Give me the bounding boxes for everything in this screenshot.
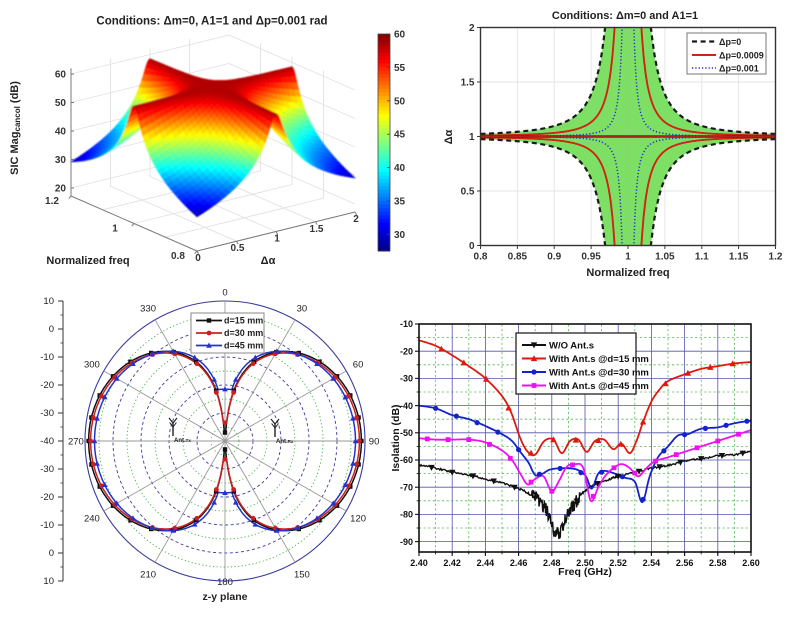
svg-text:1.1: 1.1: [695, 252, 709, 263]
svg-text:2: 2: [353, 214, 359, 225]
svg-text:-20: -20: [400, 346, 413, 356]
svg-text:Ant.Rx: Ant.Rx: [276, 439, 294, 445]
svg-text:30: 30: [55, 155, 67, 166]
svg-text:30: 30: [297, 303, 308, 314]
svg-text:Freq (GHz): Freq (GHz): [558, 566, 612, 578]
svg-text:90: 90: [369, 437, 380, 448]
svg-text:-40: -40: [400, 401, 413, 411]
svg-text:With Ant.s @d=15 mm: With Ant.s @d=15 mm: [549, 354, 649, 365]
svg-text:-10: -10: [400, 319, 413, 329]
svg-text:0: 0: [469, 241, 475, 252]
svg-text:55: 55: [394, 63, 406, 74]
svg-text:0: 0: [49, 324, 54, 335]
svg-text:180: 180: [217, 577, 233, 588]
svg-text:150: 150: [294, 570, 310, 581]
svg-text:0.8: 0.8: [171, 251, 185, 262]
svg-text:2.52: 2.52: [609, 558, 627, 568]
svg-text:60: 60: [394, 30, 406, 41]
svg-text:1.5: 1.5: [310, 224, 324, 235]
svg-text:-10: -10: [40, 352, 54, 363]
svg-text:210: 210: [140, 570, 156, 581]
svg-text:45: 45: [394, 130, 406, 141]
svg-text:2: 2: [469, 23, 475, 34]
svg-text:2.42: 2.42: [443, 558, 461, 568]
svg-text:Normalized freq: Normalized freq: [46, 255, 129, 267]
svg-text:10: 10: [43, 296, 54, 307]
svg-text:2.40: 2.40: [410, 558, 428, 568]
svg-text:0.8: 0.8: [474, 252, 488, 263]
svg-text:-20: -20: [40, 380, 54, 391]
svg-text:2.58: 2.58: [709, 558, 727, 568]
svg-text:300: 300: [84, 360, 100, 371]
svg-text:-50: -50: [400, 428, 413, 438]
svg-text:60: 60: [55, 70, 67, 81]
svg-text:Δp=0.0009: Δp=0.0009: [719, 51, 764, 61]
svg-text:20: 20: [55, 184, 67, 195]
svg-text:2.46: 2.46: [510, 558, 528, 568]
svg-text:d=45 mm: d=45 mm: [224, 341, 263, 351]
svg-text:-80: -80: [400, 510, 413, 520]
svg-text:W/O Ant.s: W/O Ant.s: [549, 340, 594, 351]
svg-text:1.15: 1.15: [729, 252, 749, 263]
svg-text:40: 40: [394, 163, 406, 174]
svg-text:-60: -60: [400, 455, 413, 465]
svg-text:120: 120: [350, 513, 366, 524]
svg-text:Ant.Tx: Ant.Tx: [174, 438, 191, 444]
svg-text:z-y plane: z-y plane: [203, 591, 248, 603]
svg-text:1.2: 1.2: [769, 252, 783, 263]
svg-text:1.05: 1.05: [655, 252, 675, 263]
svg-text:40: 40: [55, 127, 67, 138]
svg-text:60: 60: [353, 360, 364, 371]
svg-text:10: 10: [43, 576, 54, 587]
svg-text:Δp=0.001: Δp=0.001: [719, 64, 759, 74]
svg-text:-30: -30: [400, 374, 413, 384]
svg-text:1: 1: [274, 234, 280, 245]
svg-text:270: 270: [68, 437, 84, 448]
svg-text:Isolation (dB): Isolation (dB): [390, 404, 402, 471]
svg-text:-40: -40: [40, 436, 54, 447]
svg-text:0.5: 0.5: [231, 243, 245, 254]
svg-text:-10: -10: [40, 520, 54, 531]
svg-text:2.44: 2.44: [477, 558, 495, 568]
svg-text:330: 330: [140, 303, 156, 314]
svg-text:35: 35: [394, 196, 406, 207]
svg-text:0.85: 0.85: [508, 252, 528, 263]
svg-text:2.60: 2.60: [742, 558, 760, 568]
svg-text:1: 1: [469, 132, 475, 143]
svg-text:1: 1: [625, 252, 631, 263]
svg-text:d=30 mm: d=30 mm: [224, 328, 263, 338]
svg-text:2.56: 2.56: [676, 558, 694, 568]
svg-text:0: 0: [49, 548, 54, 559]
svg-text:1.2: 1.2: [45, 196, 59, 207]
svg-text:1: 1: [112, 224, 118, 235]
svg-text:30: 30: [394, 230, 406, 241]
svg-text:50: 50: [394, 96, 406, 107]
svg-text:-30: -30: [40, 408, 54, 419]
svg-text:0: 0: [195, 253, 201, 264]
svg-text:0: 0: [222, 287, 227, 298]
svg-text:Δp=0: Δp=0: [719, 37, 741, 47]
svg-text:SIC Magcancol (dB): SIC Magcancol (dB): [9, 81, 22, 175]
svg-text:With Ant.s @d=45 mm: With Ant.s @d=45 mm: [549, 381, 649, 392]
svg-text:With Ant.s @d=30 mm: With Ant.s @d=30 mm: [549, 367, 649, 378]
svg-text:0.95: 0.95: [581, 252, 601, 263]
svg-text:Normalized freq: Normalized freq: [586, 267, 669, 279]
svg-text:2.48: 2.48: [543, 558, 561, 568]
svg-text:-90: -90: [400, 537, 413, 547]
svg-text:-70: -70: [400, 482, 413, 492]
svg-text:0.9: 0.9: [547, 252, 561, 263]
svg-text:50: 50: [55, 98, 67, 109]
svg-text:240: 240: [84, 513, 100, 524]
svg-text:Conditions: Δm=0, A1=1 and Δp=: Conditions: Δm=0, A1=1 and Δp=0.001 rad: [96, 16, 327, 28]
svg-text:2.50: 2.50: [576, 558, 594, 568]
svg-text:-30: -30: [40, 464, 54, 475]
svg-text:-20: -20: [40, 492, 54, 503]
svg-text:Δα: Δα: [261, 255, 276, 267]
svg-text:2.54: 2.54: [643, 558, 661, 568]
svg-text:0.5: 0.5: [461, 187, 475, 198]
svg-text:d=15 mm: d=15 mm: [224, 316, 263, 326]
svg-text:Conditions: Δm=0 and A1=1: Conditions: Δm=0 and A1=1: [552, 10, 698, 22]
svg-text:Δα: Δα: [443, 129, 455, 144]
svg-text:1.5: 1.5: [461, 78, 475, 89]
